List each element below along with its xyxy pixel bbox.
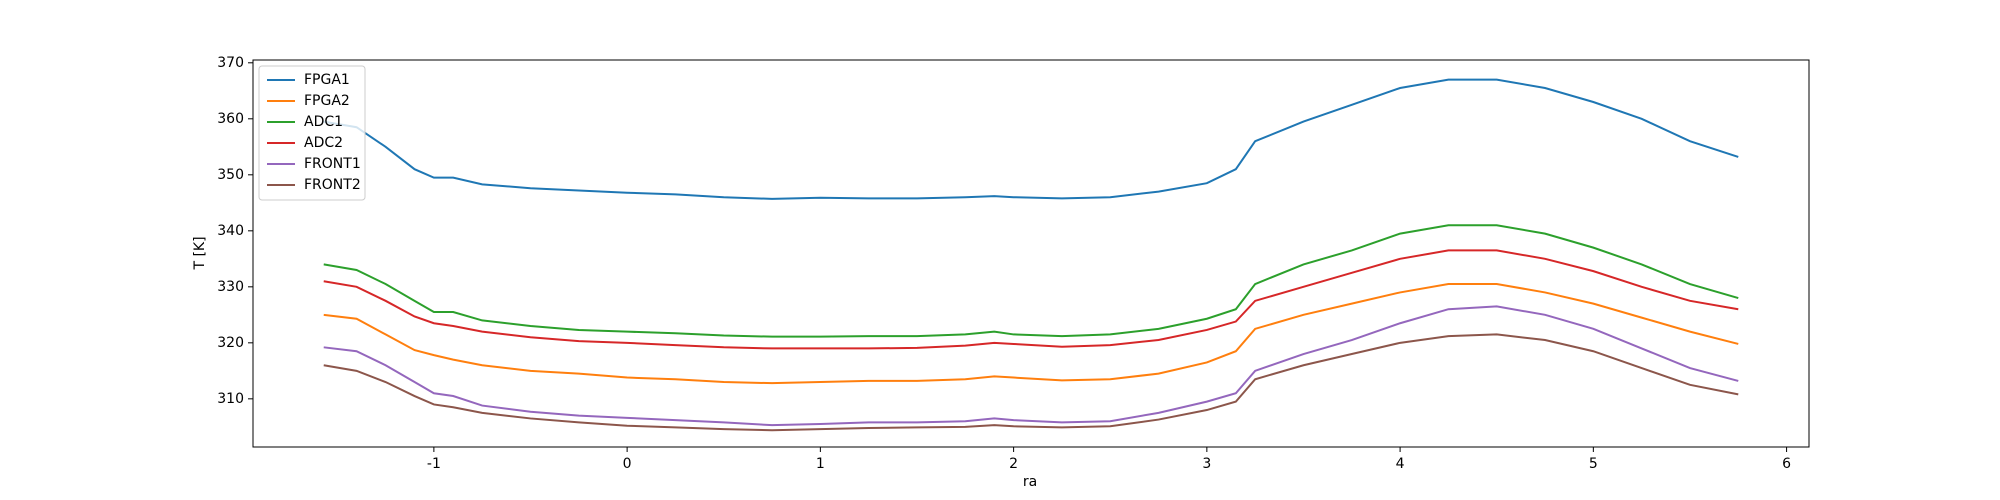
x-tick-label: 3 bbox=[1202, 456, 1211, 472]
y-tick-label: 370 bbox=[217, 55, 244, 71]
y-tick-label: 340 bbox=[217, 223, 244, 239]
line-series bbox=[323, 333, 1739, 432]
x-tick-label: 4 bbox=[1396, 456, 1405, 472]
y-tick-label: 330 bbox=[217, 279, 244, 295]
plot-frame bbox=[252, 59, 1810, 448]
legend-label: FRONT1 bbox=[304, 156, 361, 172]
legend-label: FPGA2 bbox=[304, 93, 350, 109]
x-tick-label: 6 bbox=[1782, 456, 1791, 472]
line-series bbox=[323, 283, 1739, 385]
y-tick-label: 320 bbox=[217, 335, 244, 351]
x-axis-label: ra bbox=[1023, 474, 1037, 490]
legend-label: ADC2 bbox=[304, 135, 343, 151]
x-tick-label: 5 bbox=[1589, 456, 1598, 472]
x-tick-label: 0 bbox=[623, 456, 632, 472]
line-series bbox=[323, 249, 1739, 350]
x-tick-label: 2 bbox=[1009, 456, 1018, 472]
y-tick-label: 310 bbox=[217, 391, 244, 407]
legend-label: FPGA1 bbox=[304, 72, 350, 88]
x-tick-label: 1 bbox=[816, 456, 825, 472]
y-tick-label: 350 bbox=[217, 167, 244, 183]
line-series bbox=[323, 224, 1739, 338]
line-series bbox=[323, 305, 1739, 427]
line-series bbox=[323, 78, 1739, 200]
x-tick-label: -1 bbox=[427, 456, 441, 472]
legend-label: ADC1 bbox=[304, 114, 343, 130]
y-tick-label: 360 bbox=[217, 111, 244, 127]
legend-label: FRONT2 bbox=[304, 177, 361, 193]
legend-box bbox=[258, 65, 366, 201]
y-axis-label: T [K] bbox=[192, 236, 208, 270]
